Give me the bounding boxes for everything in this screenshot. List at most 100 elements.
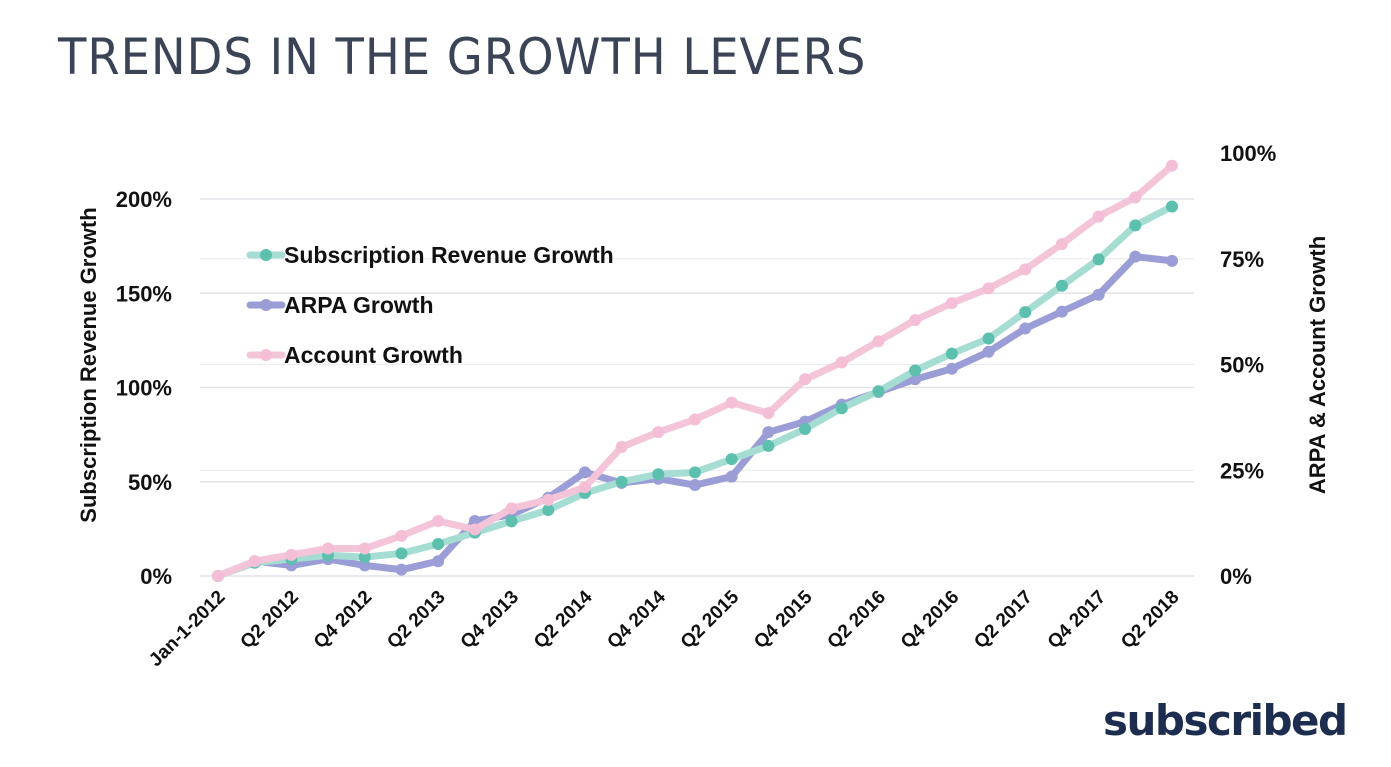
data-point: [212, 570, 224, 582]
x-tick-label: Q4 2016: [897, 587, 963, 653]
data-point: [945, 297, 958, 310]
data-point: [468, 523, 481, 536]
data-point: [505, 502, 518, 515]
x-tick-label: Q2 2017: [970, 587, 1036, 653]
data-point: [1019, 263, 1032, 276]
data-point: [248, 555, 261, 568]
y-axis-right-title: ARPA & Account Growth: [1305, 236, 1330, 494]
x-tick-label: Q2 2013: [383, 587, 449, 653]
data-point: [872, 385, 885, 398]
data-point: [945, 362, 958, 375]
data-point: [872, 335, 885, 348]
x-tick-label: Q2 2016: [824, 587, 890, 653]
data-point: [395, 529, 408, 542]
data-point: [689, 413, 701, 426]
data-point: [505, 515, 518, 528]
y-left-tick-label: 200%: [116, 187, 172, 212]
series-group: [212, 159, 1178, 582]
data-point: [762, 439, 775, 452]
data-point: [322, 542, 335, 555]
legend-swatch-marker: [260, 299, 272, 311]
data-point: [725, 470, 738, 483]
data-point: [1019, 306, 1032, 319]
data-point: [909, 314, 922, 327]
data-point: [578, 466, 591, 479]
data-point: [542, 493, 555, 506]
data-point: [285, 548, 298, 561]
data-point: [835, 356, 848, 369]
data-point: [542, 504, 555, 517]
x-axis-ticks: Jan-1-2012 Q2 2012 Q4 2012 Q2 2013 Q4 2013 Q2…: [145, 586, 1183, 671]
y-right-tick-label: 25%: [1220, 458, 1264, 483]
data-point: [799, 422, 812, 435]
data-point: [945, 347, 958, 360]
y-right-tick-label: 100%: [1220, 141, 1276, 166]
slide-title: TRENDS IN THE GROWTH LEVERS: [58, 28, 867, 86]
data-point: [358, 542, 371, 555]
data-point: [652, 468, 665, 481]
y-right-tick-label: 0%: [1220, 564, 1252, 589]
legend-swatch-marker: [260, 249, 272, 261]
data-point: [725, 396, 738, 409]
data-point: [762, 426, 775, 439]
legend-swatch-marker: [260, 349, 272, 361]
x-tick-label: Q2 2015: [677, 586, 744, 653]
data-point: [432, 537, 445, 550]
data-point: [799, 373, 812, 386]
y-left-tick-label: 100%: [116, 376, 172, 401]
x-tick-label: Jan-1-2012: [145, 587, 229, 671]
x-tick-label: Q4 2017: [1044, 587, 1110, 653]
data-point: [689, 466, 701, 479]
data-point: [652, 426, 665, 439]
data-point: [1166, 159, 1178, 172]
legend-label: Subscription Revenue Growth: [284, 242, 614, 268]
data-point: [1055, 279, 1068, 292]
data-point: [1019, 322, 1032, 335]
data-point: [909, 373, 922, 386]
data-point: [615, 440, 628, 453]
data-point: [762, 407, 775, 420]
data-point: [1055, 237, 1068, 250]
y-axis-right-ticks: 0% 25% 50% 75% 100%: [1220, 141, 1276, 589]
x-tick-label: Q4 2014: [603, 586, 670, 653]
data-point: [615, 475, 628, 488]
data-point: [578, 481, 591, 494]
legend-item: Account Growth: [246, 342, 463, 368]
y-right-tick-label: 50%: [1220, 353, 1264, 378]
y-left-tick-label: 150%: [116, 281, 172, 306]
legend-label: ARPA Growth: [284, 292, 434, 318]
x-tick-label: Q2 2018: [1117, 587, 1183, 653]
data-point: [1092, 288, 1105, 301]
x-tick-label: Q4 2012: [310, 587, 376, 653]
data-point: [909, 364, 922, 377]
legend-label: Account Growth: [284, 342, 463, 368]
x-tick-label: Q4 2015: [750, 586, 817, 653]
data-point: [1166, 254, 1178, 267]
legend-item: ARPA Growth: [246, 292, 434, 318]
data-point: [982, 345, 995, 358]
y-right-tick-label: 75%: [1220, 247, 1264, 272]
data-point: [1092, 210, 1105, 223]
x-tick-label: Q2 2014: [530, 586, 597, 653]
series-line: [214, 162, 1176, 580]
y-left-tick-label: 50%: [128, 470, 172, 495]
data-point: [1055, 305, 1068, 318]
data-point: [358, 559, 371, 572]
series-account-growth: [212, 159, 1178, 582]
data-point: [1129, 191, 1142, 204]
data-point: [725, 453, 738, 466]
legend: Subscription Revenue Growth ARPA Growth Ac…: [246, 242, 614, 368]
data-point: [982, 332, 995, 345]
subscribed-logo: subscribed: [1103, 696, 1348, 745]
x-tick-label: Q2 2012: [237, 587, 303, 653]
legend-item: Subscription Revenue Growth: [246, 242, 614, 268]
x-tick-label: Q4 2013: [457, 587, 523, 653]
data-point: [1166, 200, 1178, 213]
data-point: [358, 551, 371, 564]
data-point: [1129, 250, 1142, 263]
data-point: [432, 555, 445, 568]
y-axis-left-title: Subscription Revenue Growth: [76, 207, 101, 522]
y-axis-left-ticks: 0% 50% 100% 150% 200%: [116, 187, 172, 589]
data-point: [395, 563, 408, 576]
